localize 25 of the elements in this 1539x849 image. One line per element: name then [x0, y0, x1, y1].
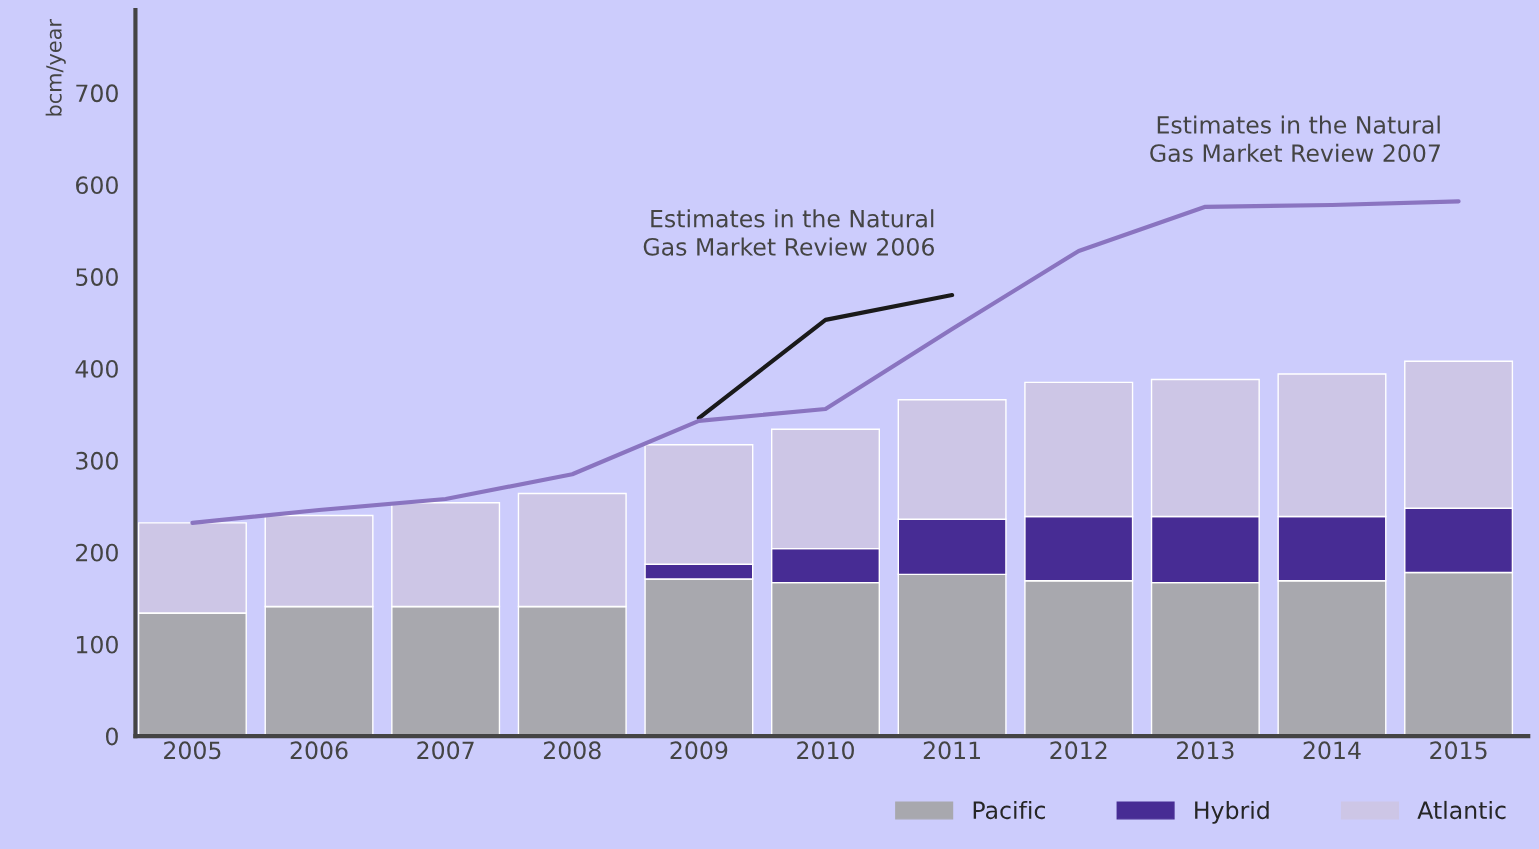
y-tick-label: 600 [76, 176, 118, 195]
legend-label: Hybrid [1195, 800, 1269, 824]
y-axis-title: bcm/year [45, 19, 66, 116]
x-tick-label: 2011 [923, 741, 980, 760]
y-tick-label: 500 [76, 268, 118, 286]
x-tick-label: 2009 [670, 741, 728, 760]
y-tick-label: 200 [76, 543, 118, 562]
y-tick-label: 100 [76, 635, 118, 654]
y-tick-label: 400 [75, 359, 118, 378]
y-tick-label: 300 [76, 451, 118, 470]
x-tick-label: 2012 [1050, 741, 1107, 760]
legend-label: Pacific [973, 800, 1045, 820]
annotation: Estimates in the Natural Gas Market Review 2007 [1150, 115, 1440, 163]
x-tick-label: 2007 [417, 741, 474, 760]
annotation: Estimates in the Natural Gas Market Review 2006 [643, 209, 934, 256]
x-tick-label: 2013 [1177, 741, 1234, 760]
legend-label: Atlantic [1417, 800, 1506, 820]
x-tick-label: 2005 [164, 741, 221, 760]
y-tick-label: 700 [76, 84, 118, 103]
x-tick-label: 2014 [1303, 741, 1361, 760]
x-tick-label: 2015 [1430, 741, 1487, 760]
x-tick-label: 2006 [290, 741, 348, 760]
x-tick-label: 2008 [543, 741, 601, 760]
x-tick-label: 2010 [797, 741, 854, 760]
y-tick-label: 0 [105, 727, 118, 746]
